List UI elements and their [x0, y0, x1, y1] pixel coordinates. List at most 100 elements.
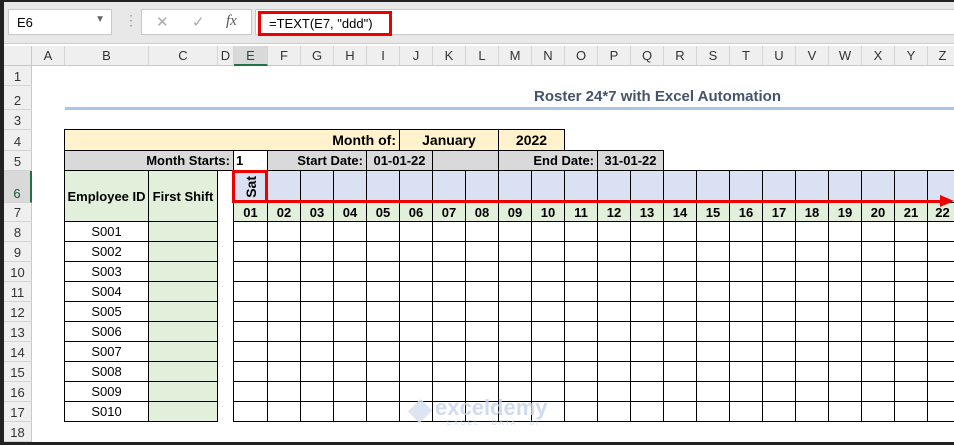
roster-cell[interactable]: [663, 361, 697, 382]
roster-cell[interactable]: [696, 321, 730, 342]
roster-cell[interactable]: [927, 261, 954, 282]
roster-cell[interactable]: [729, 341, 763, 362]
insert-function-icon[interactable]: fx: [226, 13, 237, 29]
roster-cell[interactable]: [894, 341, 928, 362]
roster-cell[interactable]: [300, 241, 334, 262]
column-header-A[interactable]: A: [32, 46, 65, 66]
roster-cell[interactable]: [399, 301, 433, 322]
roster-cell[interactable]: [531, 361, 565, 382]
roster-cell[interactable]: [399, 321, 433, 342]
roster-cell[interactable]: [333, 221, 367, 242]
day-number-cell[interactable]: 11: [564, 202, 598, 222]
roster-cell[interactable]: [564, 301, 598, 322]
column-header-W[interactable]: W: [829, 46, 862, 66]
first-shift-cell[interactable]: [148, 221, 218, 242]
roster-cell[interactable]: [663, 341, 697, 362]
roster-cell[interactable]: [597, 321, 631, 342]
roster-cell[interactable]: [630, 281, 664, 302]
row-header-11[interactable]: 11: [4, 282, 32, 302]
roster-cell[interactable]: [630, 321, 664, 342]
day-number-cell[interactable]: 14: [663, 202, 697, 222]
roster-cell[interactable]: [233, 381, 268, 402]
roster-cell[interactable]: [729, 321, 763, 342]
roster-cell[interactable]: [762, 281, 796, 302]
column-header-V[interactable]: V: [796, 46, 829, 66]
row-header-7[interactable]: 7: [4, 203, 32, 222]
day-number-cell[interactable]: 01: [233, 202, 268, 222]
roster-cell[interactable]: [564, 241, 598, 262]
weekday-cell-P[interactable]: [597, 170, 631, 203]
weekday-cell-K[interactable]: [432, 170, 466, 203]
column-header-I[interactable]: I: [367, 46, 400, 66]
roster-cell[interactable]: [300, 281, 334, 302]
roster-cell[interactable]: [267, 341, 301, 362]
roster-cell[interactable]: [696, 261, 730, 282]
roster-cell[interactable]: [894, 401, 928, 422]
employee-id-cell[interactable]: S005: [64, 301, 149, 322]
roster-cell[interactable]: [300, 401, 334, 422]
roster-cell[interactable]: [894, 281, 928, 302]
column-header-T[interactable]: T: [730, 46, 763, 66]
roster-cell[interactable]: [498, 281, 532, 302]
roster-cell[interactable]: [465, 301, 499, 322]
roster-cell[interactable]: [366, 301, 400, 322]
row-header-10[interactable]: 10: [4, 262, 32, 282]
column-header-Q[interactable]: Q: [631, 46, 664, 66]
day-number-cell[interactable]: 19: [828, 202, 862, 222]
roster-cell[interactable]: [333, 341, 367, 362]
roster-cell[interactable]: [531, 221, 565, 242]
roster-cell[interactable]: [267, 361, 301, 382]
roster-cell[interactable]: [465, 361, 499, 382]
roster-cell[interactable]: [300, 301, 334, 322]
employee-id-cell[interactable]: S004: [64, 281, 149, 302]
row-header-17[interactable]: 17: [4, 402, 32, 422]
weekday-cell-T[interactable]: [729, 170, 763, 203]
column-header-K[interactable]: K: [433, 46, 466, 66]
weekday-cell-X[interactable]: [861, 170, 895, 203]
first-shift-header[interactable]: First Shift: [148, 170, 218, 222]
roster-cell[interactable]: [498, 261, 532, 282]
roster-cell[interactable]: [861, 361, 895, 382]
roster-cell[interactable]: [300, 361, 334, 382]
roster-cell[interactable]: [267, 241, 301, 262]
row-header-1[interactable]: 1: [4, 66, 32, 86]
roster-cell[interactable]: [333, 261, 367, 282]
roster-cell[interactable]: [233, 241, 268, 262]
roster-cell[interactable]: [597, 221, 631, 242]
roster-cell[interactable]: [828, 341, 862, 362]
roster-cell[interactable]: [531, 261, 565, 282]
roster-cell[interactable]: [267, 221, 301, 242]
roster-cell[interactable]: [597, 241, 631, 262]
roster-cell[interactable]: [465, 341, 499, 362]
chevron-down-icon[interactable]: ▼: [95, 14, 105, 25]
day-number-cell[interactable]: 21: [894, 202, 928, 222]
roster-cell[interactable]: [366, 281, 400, 302]
roster-cell[interactable]: [564, 341, 598, 362]
roster-cell[interactable]: [729, 241, 763, 262]
roster-cell[interactable]: [861, 381, 895, 402]
roster-cell[interactable]: [564, 321, 598, 342]
roster-cell[interactable]: [498, 321, 532, 342]
roster-cell[interactable]: [432, 361, 466, 382]
employee-id-cell[interactable]: S007: [64, 341, 149, 362]
roster-cell[interactable]: [531, 341, 565, 362]
roster-cell[interactable]: [828, 361, 862, 382]
roster-cell[interactable]: [267, 321, 301, 342]
weekday-cell-R[interactable]: [663, 170, 697, 203]
roster-cell[interactable]: [399, 241, 433, 262]
weekday-cell-Y[interactable]: [894, 170, 928, 203]
end-date-value[interactable]: 31-01-22: [597, 150, 664, 171]
row-header-8[interactable]: 8: [4, 222, 32, 242]
roster-cell[interactable]: [795, 321, 829, 342]
roster-cell[interactable]: [729, 401, 763, 422]
roster-cell[interactable]: [927, 401, 954, 422]
roster-cell[interactable]: [432, 261, 466, 282]
day-number-cell[interactable]: 12: [597, 202, 631, 222]
roster-cell[interactable]: [795, 281, 829, 302]
roster-cell[interactable]: [894, 321, 928, 342]
roster-cell[interactable]: [465, 221, 499, 242]
roster-cell[interactable]: [432, 341, 466, 362]
column-header-H[interactable]: H: [334, 46, 367, 66]
roster-cell[interactable]: [366, 401, 400, 422]
row-header-4[interactable]: 4: [4, 130, 32, 151]
